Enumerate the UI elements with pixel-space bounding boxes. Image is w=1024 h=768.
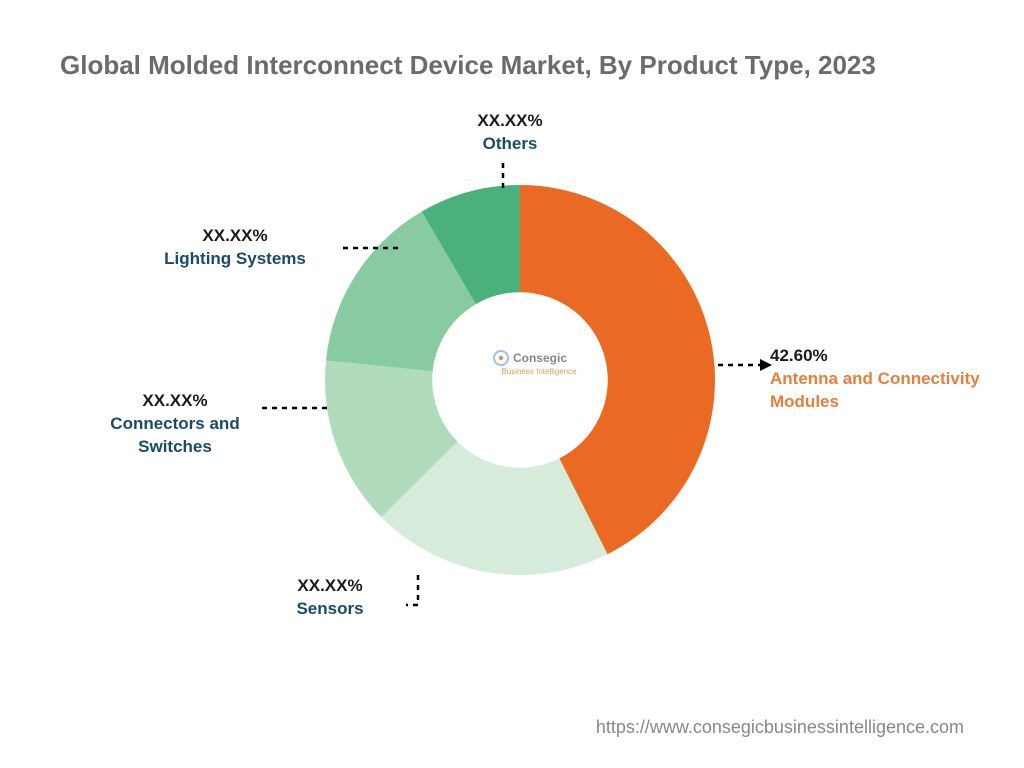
center-logo: Consegic Business Intelligence: [475, 350, 585, 377]
name-lighting: Lighting Systems: [145, 248, 325, 271]
brand-icon: [493, 350, 509, 366]
page-title: Global Molded Interconnect Device Market…: [60, 50, 876, 81]
footer-url: https://www.consegicbusinessintelligence…: [596, 717, 964, 738]
pct-sensors: XX.XX%: [297, 576, 362, 595]
brand-main: Consegic: [513, 351, 567, 365]
donut-svg: [320, 180, 720, 580]
label-lighting: XX.XX% Lighting Systems: [145, 225, 325, 271]
pct-connectors: XX.XX%: [142, 391, 207, 410]
name-others: Others: [450, 133, 570, 156]
label-connectors: XX.XX% Connectors and Switches: [95, 390, 255, 459]
label-sensors: XX.XX% Sensors: [255, 575, 405, 621]
pct-antenna: 42.60%: [770, 346, 828, 365]
name-antenna: Antenna and Connectivity Modules: [770, 368, 980, 414]
pct-others: XX.XX%: [477, 111, 542, 130]
name-sensors: Sensors: [255, 598, 405, 621]
label-others: XX.XX% Others: [450, 110, 570, 156]
name-connectors: Connectors and Switches: [95, 413, 255, 459]
brand-sub: Business Intelligence: [493, 367, 585, 377]
pct-lighting: XX.XX%: [202, 226, 267, 245]
label-antenna: 42.60% Antenna and Connectivity Modules: [770, 345, 980, 414]
donut-chart: [320, 180, 720, 580]
